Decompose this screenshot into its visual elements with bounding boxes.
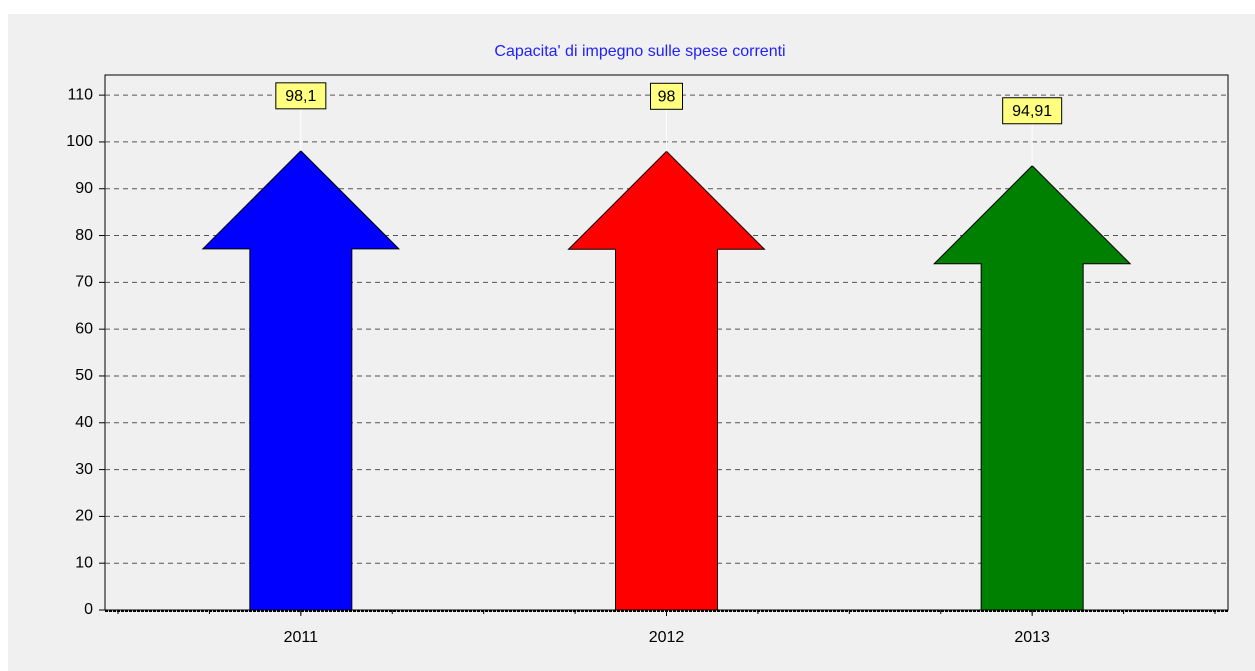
- y-tick-label: 60: [75, 320, 93, 337]
- value-label-box: [650, 82, 683, 110]
- x-tick-label: 2012: [649, 629, 685, 646]
- y-tick-label: 80: [75, 227, 93, 244]
- value-label-box: [1002, 97, 1063, 125]
- x-tick-label: 2011: [284, 629, 319, 646]
- x-tick-label: 2013: [1014, 629, 1050, 646]
- chart-title: Capacita' di impegno sulle spese corrent…: [494, 43, 785, 60]
- y-tick-label: 40: [75, 414, 93, 431]
- y-tick-label: 70: [75, 274, 93, 291]
- arrow-bar: [201, 150, 401, 611]
- y-tick-label: 30: [75, 461, 93, 478]
- y-tick-label: 20: [75, 508, 93, 525]
- value-label: 98: [658, 89, 676, 106]
- y-tick-label: 90: [75, 180, 93, 197]
- y-tick-label: 0: [84, 601, 93, 618]
- y-tick-label: 50: [75, 367, 93, 384]
- value-label: 98,1: [285, 88, 316, 105]
- y-tick-label: 100: [66, 133, 93, 150]
- arrow-bar: [567, 150, 766, 611]
- y-tick-label: 110: [67, 86, 93, 103]
- value-label-box: [275, 82, 327, 110]
- value-label: 94,91: [1012, 103, 1052, 120]
- y-tick-label: 10: [75, 554, 93, 571]
- arrow-bar: [932, 165, 1132, 611]
